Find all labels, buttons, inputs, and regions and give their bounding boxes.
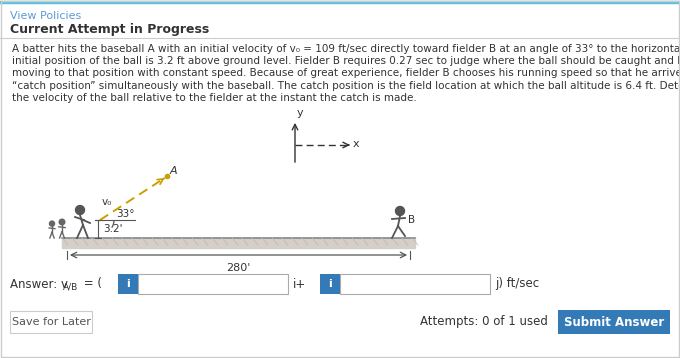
FancyBboxPatch shape [320, 274, 340, 294]
Circle shape [59, 219, 65, 225]
Bar [62, 238, 415, 248]
Circle shape [396, 207, 405, 216]
FancyBboxPatch shape [558, 310, 670, 334]
FancyBboxPatch shape [340, 274, 490, 294]
Text: v₀: v₀ [102, 197, 112, 207]
Circle shape [50, 221, 54, 226]
Text: A: A [170, 166, 177, 176]
Text: i: i [328, 279, 332, 289]
Text: j) ft/sec: j) ft/sec [495, 277, 539, 290]
Text: i: i [126, 279, 130, 289]
Text: “catch position” simultaneously with the baseball. The catch position is the fie: “catch position” simultaneously with the… [12, 81, 680, 91]
Text: 3.2': 3.2' [103, 224, 122, 234]
Text: Attempts: 0 of 1 used: Attempts: 0 of 1 used [420, 315, 548, 329]
Text: = (: = ( [80, 277, 102, 290]
Circle shape [75, 205, 84, 214]
Text: A/B: A/B [63, 282, 78, 291]
Text: B: B [408, 215, 415, 225]
Text: x: x [353, 139, 360, 149]
Text: Current Attempt in Progress: Current Attempt in Progress [10, 23, 209, 36]
Text: Submit Answer: Submit Answer [564, 315, 664, 329]
FancyBboxPatch shape [10, 311, 92, 333]
Text: initial position of the ball is 3.2 ft above ground level. Fielder B requires 0.: initial position of the ball is 3.2 ft a… [12, 56, 680, 66]
Text: moving to that position with constant speed. Because of great experience, fielde: moving to that position with constant sp… [12, 68, 680, 78]
Text: Save for Later: Save for Later [12, 317, 90, 327]
FancyBboxPatch shape [138, 274, 288, 294]
Text: A batter hits the baseball A with an initial velocity of v₀ = 109 ft/sec directl: A batter hits the baseball A with an ini… [12, 44, 680, 54]
Text: View Policies: View Policies [10, 11, 81, 21]
Text: i+: i+ [293, 277, 306, 290]
Text: 33°: 33° [116, 209, 135, 219]
FancyBboxPatch shape [118, 274, 138, 294]
Text: y: y [297, 108, 304, 118]
Text: 280': 280' [226, 263, 251, 273]
Text: Answer: v: Answer: v [10, 277, 68, 290]
Text: the velocity of the ball relative to the fielder at the instant the catch is mad: the velocity of the ball relative to the… [12, 93, 417, 103]
